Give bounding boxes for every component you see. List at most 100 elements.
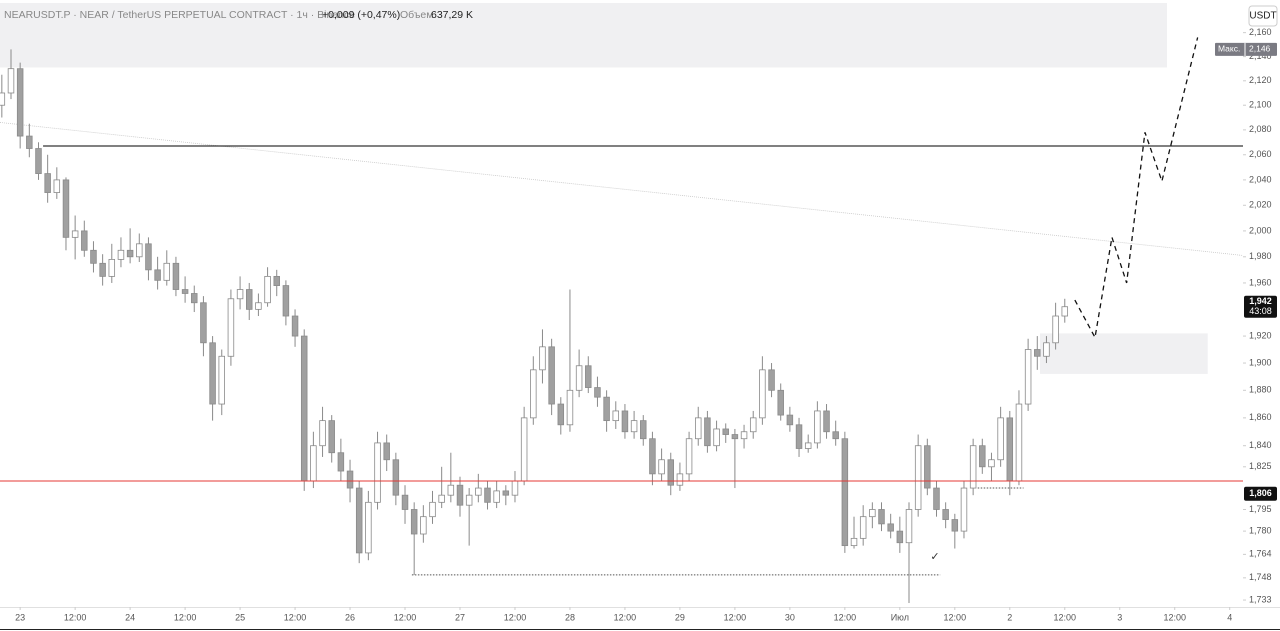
trendline [0, 122, 1244, 256]
candle-body [594, 387, 601, 398]
max-label-box [1215, 42, 1277, 56]
candle-body [273, 275, 280, 286]
x-tick-label: 4 [1227, 612, 1232, 622]
candle-body [804, 442, 812, 449]
candle-body [447, 484, 455, 496]
candle-body [383, 442, 390, 461]
x-tick-label: 30 [785, 612, 795, 622]
candle-body [438, 494, 445, 503]
candle-body [62, 179, 70, 238]
chart-title: NEARUSDT.P · NEAR / TetherUS PERPETUAL C… [4, 9, 355, 21]
x-tick-label: Июл [891, 612, 909, 622]
x-tick-label: 2 [1007, 612, 1012, 622]
y-tick-label: 2,140 [1249, 51, 1272, 61]
x-tick-label: 23 [15, 612, 25, 622]
candle-body [621, 410, 629, 433]
level-box [1244, 486, 1277, 501]
candle-body [557, 403, 565, 426]
level-label: 1,806 [1249, 488, 1272, 498]
candle-body [823, 410, 830, 433]
candle-body [465, 494, 473, 506]
candle-body [786, 414, 794, 426]
candle-body [209, 342, 216, 405]
candle-body [749, 417, 757, 433]
candle-body [575, 365, 583, 391]
candle-body [429, 501, 436, 518]
candle-body [255, 302, 262, 310]
y-tick-label: 1,840 [1249, 440, 1272, 450]
x-tick-label: 12:00 [614, 612, 637, 622]
candle-body [71, 230, 79, 238]
candle-body [869, 509, 876, 518]
x-tick-label: 26 [345, 612, 355, 622]
candle-body [1043, 342, 1050, 357]
candle-body [392, 459, 400, 496]
y-tick-label: 2,040 [1249, 174, 1272, 184]
candle-body [90, 249, 97, 264]
candle-body [16, 68, 24, 137]
candle-body [1015, 403, 1023, 482]
candle-body [0, 92, 6, 106]
y-tick-label: 1,780 [1249, 525, 1272, 535]
candle-body [374, 442, 381, 503]
candle-body [1034, 349, 1041, 357]
candle-body [7, 68, 15, 94]
candle-body [511, 480, 519, 496]
x-tick-label: 12:00 [724, 612, 747, 622]
candle-body [960, 487, 968, 532]
candle-body [731, 434, 739, 440]
candle-body [878, 509, 885, 525]
candle-body [484, 487, 491, 503]
candle-body [282, 285, 290, 317]
y-tick-label: 2,120 [1249, 75, 1272, 85]
candle-body [695, 417, 702, 440]
candle-body [814, 410, 821, 444]
candle-body [136, 243, 143, 258]
candle-body [649, 438, 656, 475]
candle-body [658, 459, 665, 475]
candle-body [951, 519, 959, 532]
candle-body [154, 269, 161, 281]
candle-body [200, 302, 207, 344]
y-tick-label: 1,900 [1249, 357, 1272, 367]
x-tick-label: 29 [675, 612, 685, 622]
candle-body [126, 249, 134, 258]
candle-body [530, 369, 537, 419]
candle-body [777, 389, 784, 416]
candle-body [603, 396, 610, 422]
candle-body [310, 445, 317, 482]
y-tick-label: 2,080 [1249, 124, 1272, 134]
candle-body [53, 179, 61, 193]
zone [1040, 333, 1208, 374]
candle-body [264, 275, 271, 304]
candle-body [713, 428, 720, 447]
candle-body [887, 523, 894, 532]
candle-body [933, 487, 940, 510]
candle-body [1061, 306, 1069, 317]
candle-body [969, 445, 977, 489]
y-tick-label: 2,160 [1249, 27, 1272, 37]
candle-body [924, 445, 931, 489]
x-tick-label: 12:00 [834, 612, 857, 622]
candle-body [355, 487, 363, 554]
candle-body [319, 420, 326, 447]
candle-body [328, 420, 335, 454]
candle-body [456, 484, 464, 506]
candle-body [722, 428, 729, 435]
candle-body [768, 369, 775, 391]
candle-body [1006, 417, 1014, 482]
currency[interactable]: USDT [1249, 11, 1276, 22]
candle-body [850, 537, 858, 547]
x-tick-label: 25 [235, 612, 245, 622]
y-tick-label: 1,825 [1249, 461, 1272, 471]
candle-body [502, 490, 510, 496]
currency-button[interactable] [1248, 5, 1278, 27]
max-label: Макс. [1218, 44, 1240, 54]
y-tick-label: 1,764 [1249, 549, 1272, 559]
x-tick-label: 12:00 [1054, 612, 1077, 622]
candle-body [108, 259, 116, 277]
candle-body [520, 417, 528, 482]
projection-path [1074, 37, 1199, 340]
candle-body [291, 315, 299, 337]
plot [0, 49, 1244, 604]
